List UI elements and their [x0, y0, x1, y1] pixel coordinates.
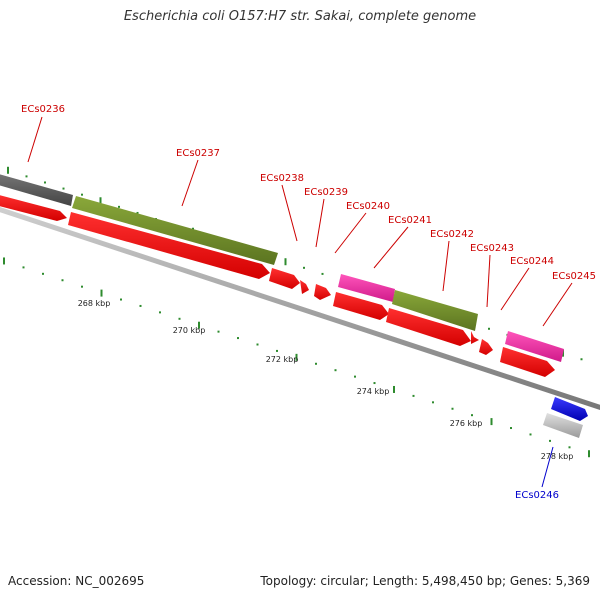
- kbp-label: 278 kbp: [541, 452, 574, 461]
- leader-line: [541, 446, 554, 488]
- gene-labels: ECs0236 ECs0237 ECs0238 ECs0239 ECs0240 …: [21, 104, 596, 501]
- kbp-label: 274 kbp: [357, 387, 390, 396]
- map-title: Escherichia coli O157:H7 str. Sakai, com…: [123, 9, 477, 24]
- kbp-label: 270 kbp: [173, 326, 206, 335]
- feature-ecs0244-b[interactable]: [500, 347, 555, 377]
- feature-ecs0240[interactable]: [338, 274, 395, 302]
- feature-ecs0239-b[interactable]: [314, 284, 331, 300]
- kbp-axis-labels: 268 kbp 270 kbp 272 kbp 274 kbp 276 kbp …: [78, 299, 574, 461]
- genome-backbone: [0, 207, 600, 410]
- leader-line: [27, 116, 43, 163]
- leader-line: [500, 267, 530, 311]
- feature-ecs0236[interactable]: [0, 173, 73, 206]
- kbp-label: 276 kbp: [450, 419, 483, 428]
- gene-label-ecs0236[interactable]: ECs0236: [21, 104, 65, 115]
- gene-label-ecs0241[interactable]: ECs0241: [388, 215, 432, 226]
- gene-label-ecs0242[interactable]: ECs0242: [430, 229, 474, 240]
- feature-ecs0246[interactable]: [543, 413, 583, 438]
- feature-ecs0243[interactable]: [386, 308, 471, 346]
- kbp-label: 268 kbp: [78, 299, 111, 308]
- feature-ecs0236-lower[interactable]: [0, 194, 67, 221]
- leader-line: [442, 240, 450, 292]
- gene-label-ecs0245[interactable]: ECs0245: [552, 271, 596, 282]
- gene-label-ecs0237[interactable]: ECs0237: [176, 148, 220, 159]
- leader-line: [542, 282, 573, 327]
- leader-line: [181, 159, 199, 207]
- leader-line: [486, 254, 491, 308]
- feature-ecs0246-blue[interactable]: [551, 397, 588, 421]
- gene-label-ecs0238[interactable]: ECs0238: [260, 173, 304, 184]
- feature-ecs0239-a[interactable]: [300, 280, 309, 294]
- feature-ecs0238[interactable]: [269, 268, 300, 289]
- feature-ecs0244[interactable]: [479, 339, 493, 355]
- leader-line: [334, 212, 367, 254]
- gene-features: [0, 173, 588, 438]
- feature-ecs0241[interactable]: [333, 292, 389, 320]
- gene-label-ecs0239[interactable]: ECs0239: [304, 187, 348, 198]
- leader-line: [373, 226, 409, 269]
- leader-line: [281, 184, 298, 242]
- feature-ecs0243-b[interactable]: [471, 331, 479, 344]
- feature-ecs0242[interactable]: [392, 290, 478, 331]
- leader-line: [315, 198, 325, 248]
- gene-label-ecs0240[interactable]: ECs0240: [346, 201, 390, 212]
- gene-label-ecs0243[interactable]: ECs0243: [470, 243, 514, 254]
- accession-text: Accession: NC_002695: [8, 574, 145, 588]
- feature-ecs0245[interactable]: [505, 331, 564, 362]
- gene-label-ecs0246[interactable]: ECs0246: [515, 490, 559, 501]
- genome-summary-text: Topology: circular; Length: 5,498,450 bp…: [260, 574, 590, 588]
- feature-ecs0237-lower[interactable]: [68, 212, 270, 279]
- kbp-label: 272 kbp: [266, 355, 299, 364]
- gene-label-ecs0244[interactable]: ECs0244: [510, 256, 554, 267]
- feature-ecs0237[interactable]: [72, 196, 278, 265]
